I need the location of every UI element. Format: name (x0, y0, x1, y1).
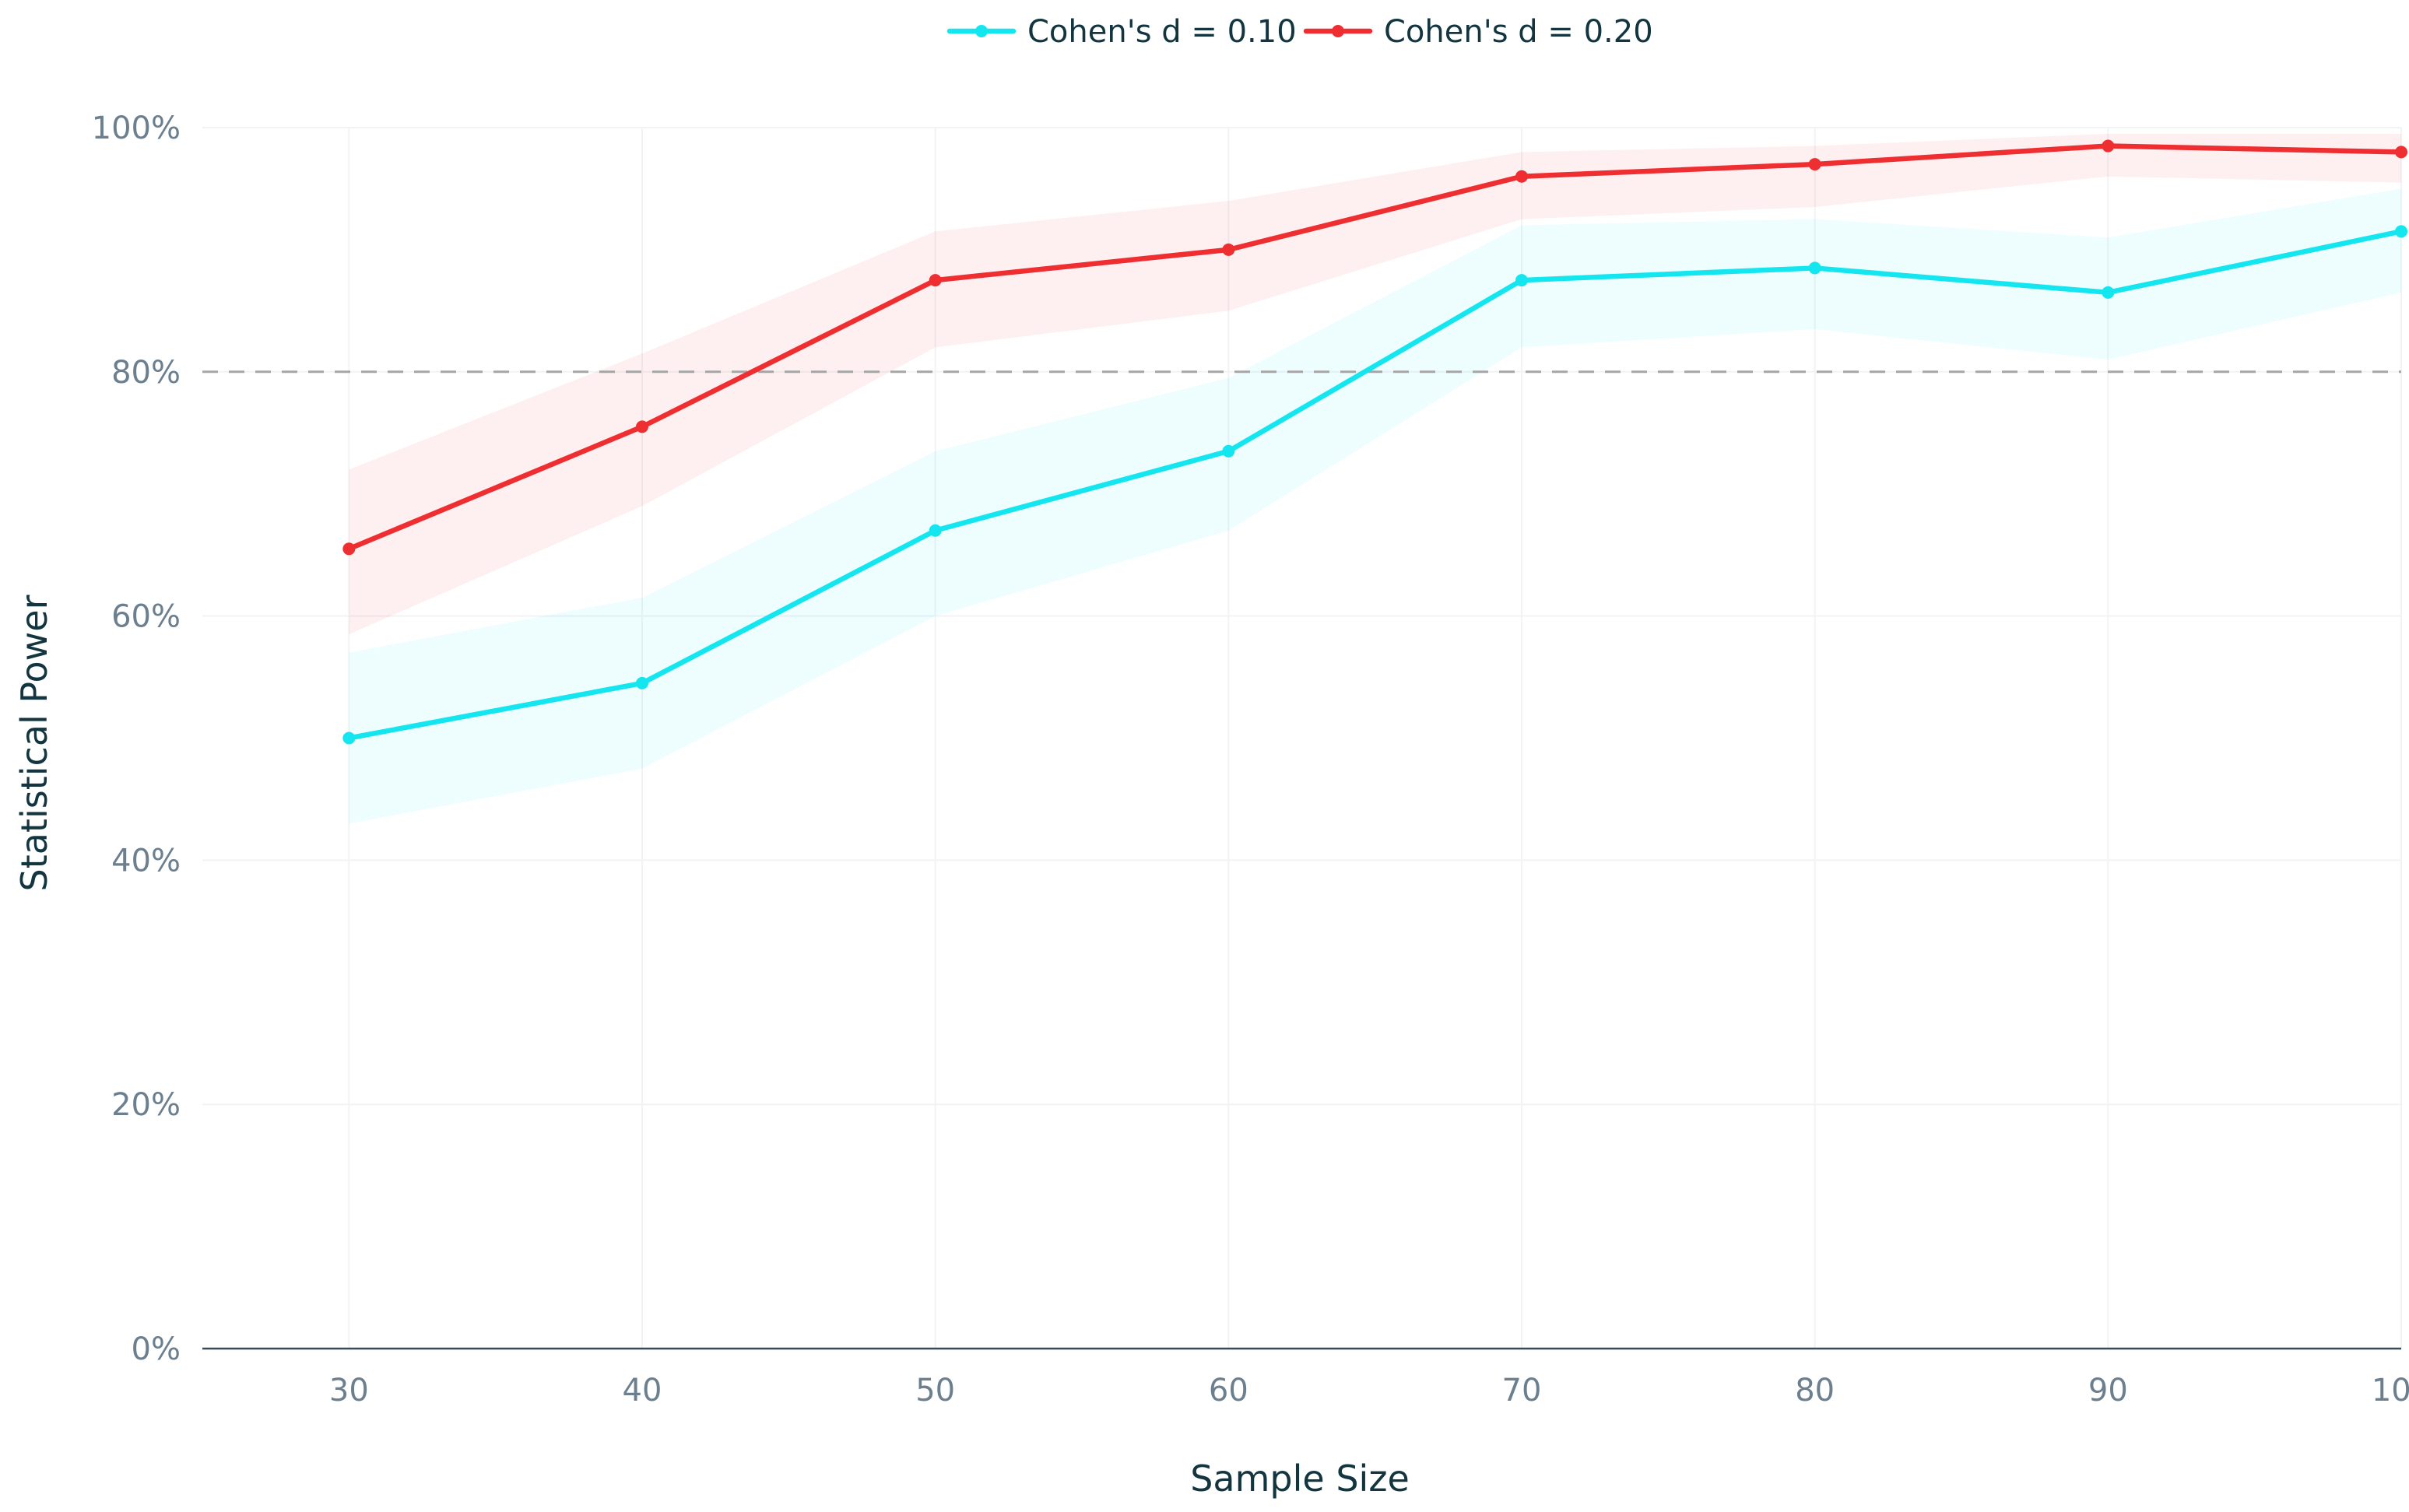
y-axis-title: Statistical Power (13, 595, 55, 891)
axes: 0% 20% 40% 60% 80% 100% 30 40 50 60 70 80 90 100 (92, 111, 2409, 1409)
x-tick-label-2: 50 (915, 1373, 955, 1409)
data-point-1-2 (929, 274, 942, 287)
legend: Cohen's d = 0.10 Cohen's d = 0.20 (946, 14, 1653, 50)
data-point-0-0 (342, 731, 356, 745)
x-tick-label-4: 70 (1502, 1373, 1542, 1409)
legend-swatch-marker-1 (1332, 25, 1344, 37)
confidence-band-1 (349, 133, 2402, 635)
legend-label-1: Cohen's d = 0.20 (1384, 14, 1653, 50)
y-tick-label-4: 80% (111, 355, 181, 391)
series-line-0 (346, 229, 2404, 741)
data-point-0-3 (1222, 444, 1235, 458)
x-tick-label-6: 90 (2088, 1373, 2128, 1409)
series-line-1 (346, 143, 2404, 552)
x-tick-label-7: 100 (2372, 1373, 2409, 1409)
y-tick-label-1: 20% (111, 1087, 181, 1123)
y-tick-label-2: 40% (111, 843, 181, 879)
y-tick-label-5: 100% (92, 111, 181, 146)
data-point-0-5 (1808, 261, 1821, 275)
data-point-1-5 (1808, 158, 1821, 171)
y-tick-label-3: 60% (111, 599, 181, 635)
x-tick-label-3: 60 (1209, 1373, 1248, 1409)
data-point-0-4 (1515, 274, 1528, 287)
data-point-0-7 (2395, 225, 2407, 238)
data-point-0-1 (636, 676, 648, 689)
x-tick-label-1: 40 (623, 1373, 662, 1409)
data-point-0-2 (929, 524, 942, 537)
x-tick-label-5: 80 (1795, 1373, 1835, 1409)
x-tick-label-0: 30 (329, 1373, 369, 1409)
data-point-0-6 (2102, 286, 2115, 299)
confidence-bands (349, 133, 2402, 824)
x-axis-title: Sample Size (1190, 1458, 1410, 1500)
data-point-1-7 (2395, 146, 2407, 159)
data-point-1-3 (1222, 243, 1235, 256)
legend-label-0: Cohen's d = 0.10 (1027, 14, 1297, 50)
data-point-1-6 (2102, 139, 2115, 153)
data-point-1-4 (1515, 170, 1528, 183)
data-point-1-1 (636, 420, 648, 433)
data-point-1-0 (342, 542, 356, 556)
y-tick-label-0: 0% (132, 1331, 181, 1367)
series-lines (346, 143, 2404, 741)
series-points (342, 139, 2407, 745)
confidence-band-0 (349, 188, 2402, 824)
legend-swatch-marker-0 (975, 25, 988, 37)
